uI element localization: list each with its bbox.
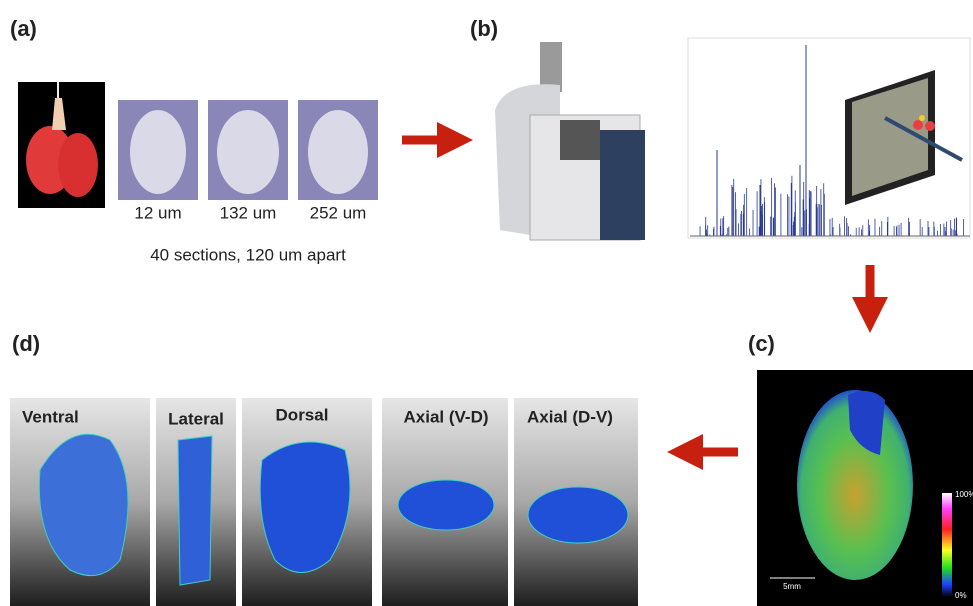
panel-label: (c)	[748, 331, 775, 356]
inset-spot	[919, 115, 925, 121]
section-label: 12 um	[134, 203, 181, 222]
section-tissue	[130, 110, 186, 194]
inset-spot	[913, 120, 923, 130]
view-label: Axial (D-V)	[527, 407, 613, 426]
view-label: Axial (V-D)	[403, 407, 488, 426]
render	[528, 487, 628, 543]
mass-spectrometer	[495, 42, 645, 240]
inset-spot	[925, 121, 935, 131]
panel-label: (b)	[470, 16, 498, 41]
view-label: Dorsal	[276, 405, 329, 424]
section-tissue	[308, 110, 368, 194]
lung-lobe	[58, 133, 98, 197]
render	[398, 480, 494, 530]
panel-label: (a)	[10, 16, 37, 41]
sections	[118, 100, 378, 200]
scale-bar-label: 5mm	[783, 582, 801, 591]
caption: 40 sections, 120 um apart	[150, 245, 346, 264]
view-label: Lateral	[168, 409, 224, 428]
render	[178, 436, 212, 585]
panel-label: (d)	[12, 331, 40, 356]
figure: (a) 12 um 132 um 252 um 40 sections, 120…	[0, 0, 973, 606]
instrument-part	[560, 120, 600, 160]
colorbar-max: 100%	[955, 490, 973, 499]
section-tissue	[217, 110, 279, 194]
instrument-part	[600, 130, 645, 240]
views	[10, 398, 638, 606]
colorbar-min: 0%	[955, 591, 967, 600]
section-label: 132 um	[220, 203, 277, 222]
section-label: 252 um	[310, 203, 367, 222]
colorbar	[942, 493, 952, 597]
view-label: Ventral	[22, 407, 79, 426]
